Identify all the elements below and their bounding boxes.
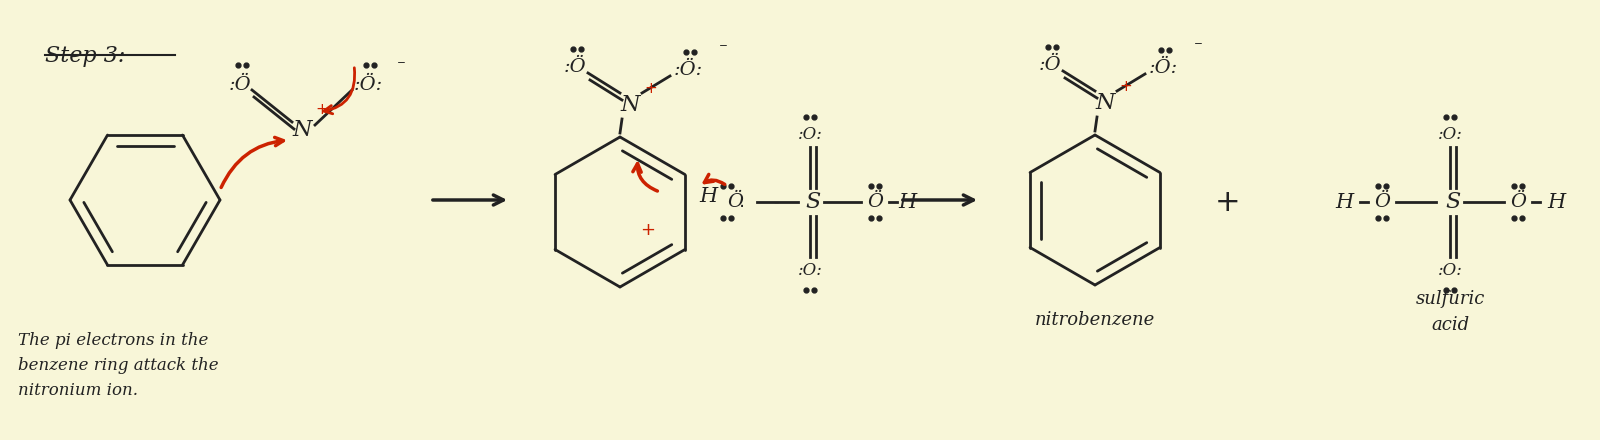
Text: :O:: :O: — [1437, 261, 1462, 279]
Text: $^{-}$: $^{-}$ — [1194, 40, 1203, 55]
Text: :O:: :O: — [797, 261, 822, 279]
Text: Ö: Ö — [1374, 193, 1390, 211]
Text: H: H — [898, 193, 917, 212]
Text: nitrobenzene: nitrobenzene — [1035, 311, 1155, 329]
Text: Step 3:: Step 3: — [45, 45, 125, 67]
Text: H: H — [1334, 193, 1354, 212]
Text: +: + — [315, 102, 328, 117]
Text: :Ö:: :Ö: — [354, 76, 382, 94]
Text: S: S — [1445, 191, 1461, 213]
Text: :Ö: :Ö — [1038, 56, 1061, 74]
Text: +: + — [1118, 79, 1131, 94]
Text: :Ö: :Ö — [229, 76, 251, 94]
Text: N: N — [1096, 92, 1115, 114]
Text: Ö: Ö — [1510, 193, 1526, 211]
Text: sulfuric
acid: sulfuric acid — [1416, 290, 1485, 334]
Text: Ö: Ö — [726, 193, 742, 211]
Text: +: + — [1214, 187, 1242, 216]
Text: :Ö:: :Ö: — [674, 61, 702, 79]
Text: $^{-}$: $^{-}$ — [718, 42, 728, 57]
Text: :Ö: :Ö — [563, 58, 586, 76]
Text: N: N — [621, 94, 640, 116]
Text: :: : — [739, 193, 746, 211]
Text: $^{-}$: $^{-}$ — [714, 179, 723, 194]
Text: H: H — [1547, 193, 1565, 212]
Text: N: N — [293, 119, 312, 141]
Text: :Ö:: :Ö: — [1149, 59, 1178, 77]
Text: -: - — [773, 194, 779, 209]
Text: Ö: Ö — [867, 193, 883, 211]
Text: :O:: :O: — [1437, 125, 1462, 143]
Text: The pi electrons in the
benzene ring attack the
nitronium ion.: The pi electrons in the benzene ring att… — [18, 332, 219, 399]
Text: +: + — [643, 81, 656, 96]
Text: S: S — [805, 191, 821, 213]
Text: $^{-}$: $^{-}$ — [397, 59, 406, 74]
Text: :O:: :O: — [797, 125, 822, 143]
Text: H: H — [699, 187, 717, 206]
Text: +: + — [640, 221, 656, 239]
